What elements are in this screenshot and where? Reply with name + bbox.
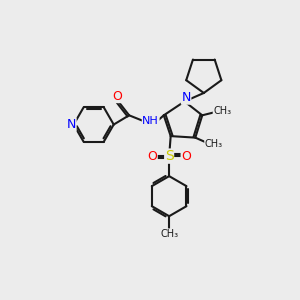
Text: O: O (181, 150, 191, 163)
Text: S: S (165, 149, 173, 163)
Text: CH₃: CH₃ (213, 106, 231, 116)
Text: CH₃: CH₃ (205, 139, 223, 149)
Text: O: O (147, 150, 157, 163)
Text: N: N (67, 118, 76, 131)
Text: CH₃: CH₃ (160, 229, 178, 239)
Text: N: N (182, 91, 191, 104)
Text: NH: NH (142, 116, 159, 127)
Text: O: O (112, 90, 122, 103)
